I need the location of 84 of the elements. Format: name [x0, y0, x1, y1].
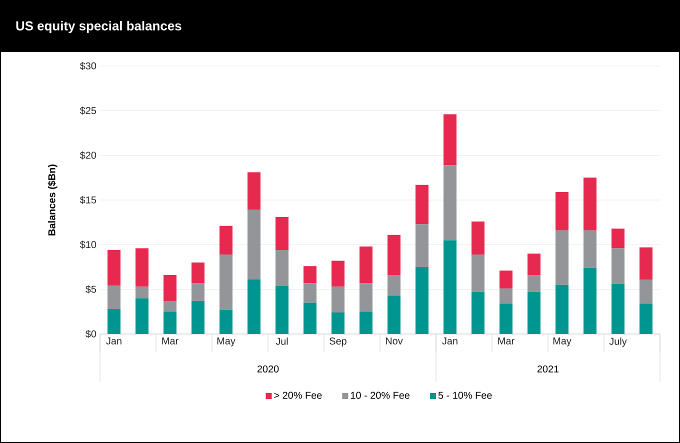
legend-label: > 20% Fee — [274, 392, 322, 399]
x-tick-label: July — [609, 338, 627, 347]
bar — [220, 254, 233, 310]
bar — [276, 250, 289, 286]
bar — [444, 165, 457, 240]
bar — [304, 302, 317, 334]
bar — [444, 114, 457, 166]
bar — [164, 300, 176, 312]
bar — [332, 286, 345, 313]
bar — [248, 210, 261, 280]
x-tick-label: Mar — [498, 338, 514, 344]
x-tick-label: May — [217, 338, 236, 346]
bar — [556, 192, 569, 230]
bar — [612, 284, 625, 334]
text: 2021 — [537, 365, 559, 373]
bar — [248, 280, 261, 334]
bar — [528, 254, 541, 276]
bar — [388, 296, 401, 334]
bar — [556, 230, 569, 285]
bar — [388, 275, 401, 296]
bar — [108, 308, 120, 334]
y-tick-label: $20 — [80, 151, 96, 160]
bar — [388, 234, 401, 276]
bar — [192, 283, 204, 301]
bar — [640, 280, 653, 304]
y-tick-label: $5 — [86, 285, 96, 294]
bar — [360, 312, 373, 334]
bar — [500, 304, 513, 334]
y-axis-title: Balances ($Bn) — [48, 164, 58, 236]
bar — [584, 268, 597, 334]
bar — [500, 288, 513, 304]
text: 2020 — [257, 365, 279, 373]
y-tick-label: $0 — [86, 330, 96, 338]
x-tick-label: Sep — [330, 338, 346, 347]
bar — [248, 172, 261, 210]
bar — [472, 254, 485, 292]
bar — [444, 240, 457, 334]
bar — [136, 248, 148, 287]
bar — [584, 230, 597, 268]
legend-label: 10 - 20% Fee — [350, 392, 410, 399]
bar — [416, 184, 429, 224]
bar — [360, 283, 373, 312]
bar — [360, 246, 373, 284]
y-tick-label: $15 — [80, 196, 96, 204]
bar — [164, 275, 176, 301]
bar — [108, 250, 120, 286]
bar — [276, 286, 289, 334]
bar — [472, 292, 485, 334]
bar — [192, 300, 204, 334]
bar — [640, 304, 653, 334]
bar — [304, 266, 317, 284]
bar — [584, 178, 597, 230]
bar — [136, 286, 148, 298]
y-tick-label: $25 — [80, 106, 96, 115]
x-tick-label: Jul — [276, 338, 288, 345]
bar — [612, 248, 625, 284]
bar — [276, 216, 289, 250]
x-tick-label: Mar — [162, 338, 178, 344]
x-tick-label: May — [553, 338, 572, 346]
bar — [108, 286, 120, 309]
bar — [164, 312, 176, 334]
x-tick-label: Jan — [106, 338, 122, 344]
bar — [304, 283, 317, 303]
x-tick-label: Nov — [386, 338, 403, 344]
bar — [220, 226, 233, 254]
bar — [332, 312, 345, 334]
chart-title: US equity special balances — [16, 20, 182, 34]
bar — [332, 260, 345, 287]
bar — [416, 224, 429, 267]
bar — [528, 275, 541, 292]
y-tick-label: $10 — [80, 240, 96, 249]
bar — [472, 221, 485, 254]
bar — [556, 284, 569, 334]
bar — [136, 298, 148, 334]
bar — [528, 292, 541, 334]
bar — [500, 270, 513, 288]
legend-label: 5 - 10% Fee — [438, 392, 492, 399]
y-tick-label: $30 — [80, 62, 96, 70]
bar — [640, 247, 653, 280]
x-tick-label: Jan — [442, 338, 458, 344]
bar — [612, 228, 625, 248]
bar — [220, 310, 233, 334]
bar — [192, 262, 204, 284]
bar — [416, 267, 429, 334]
